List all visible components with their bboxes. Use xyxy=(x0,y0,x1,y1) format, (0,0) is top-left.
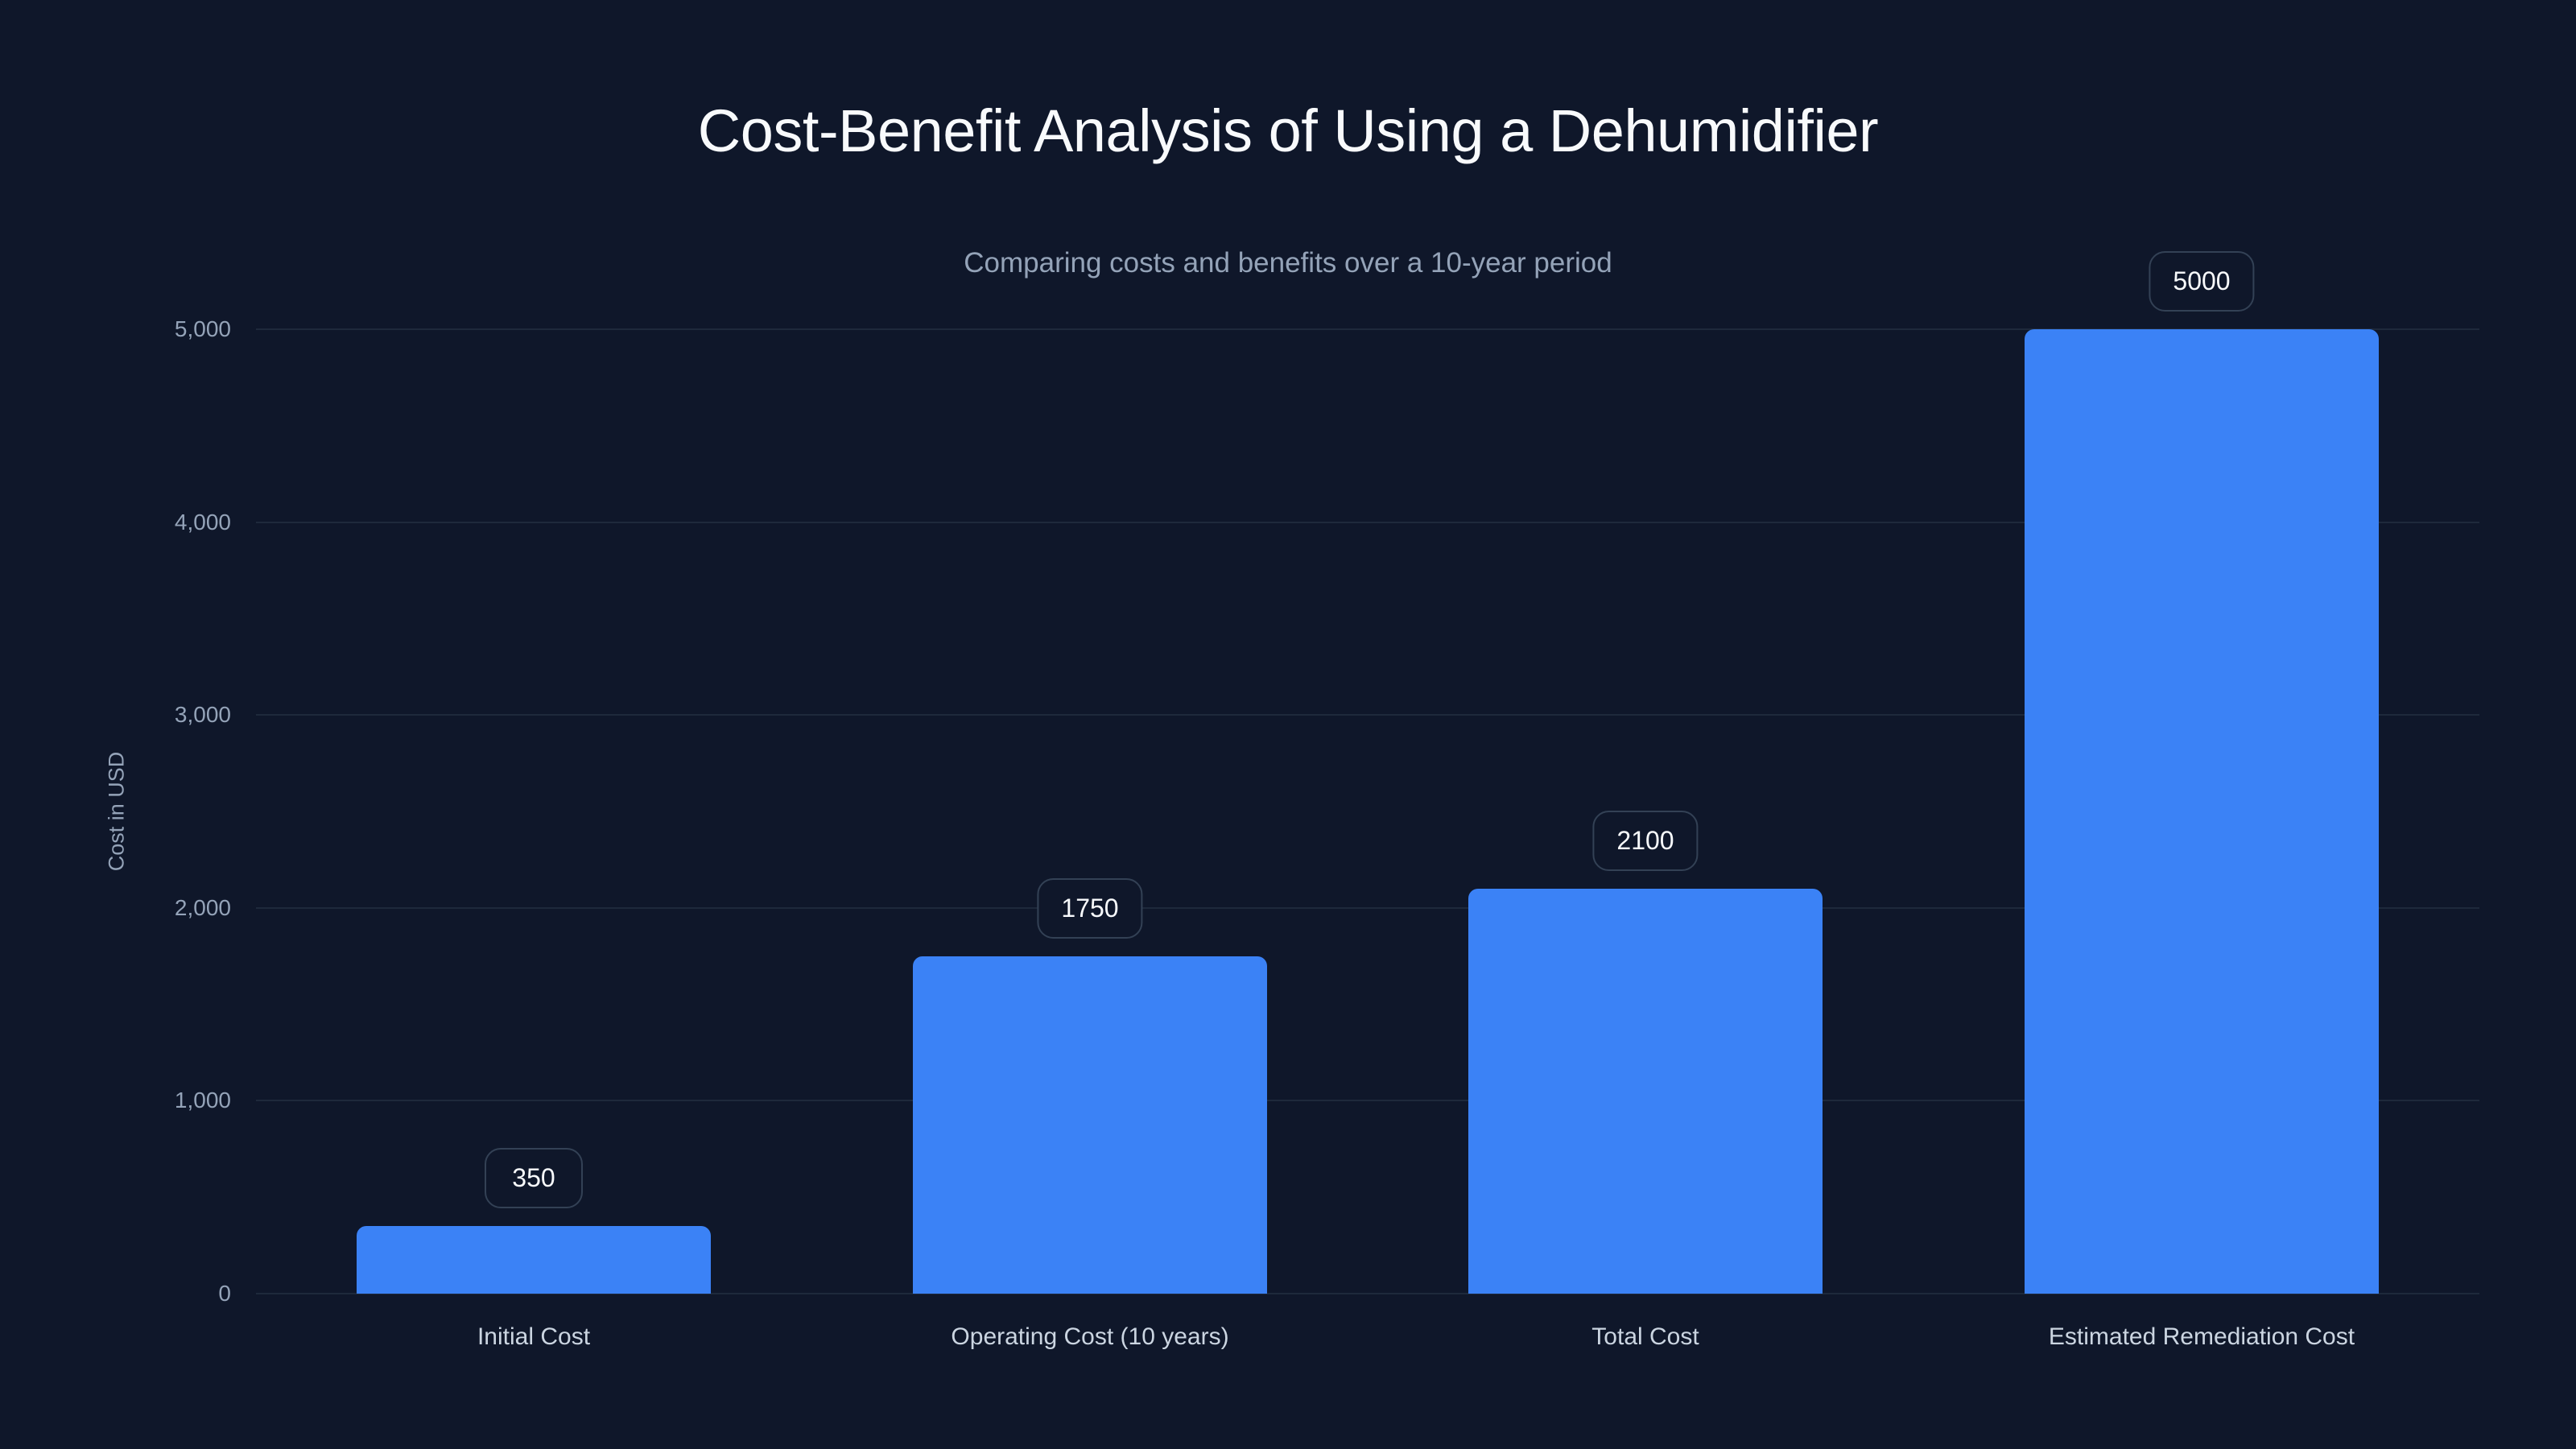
x-axis-label: Initial Cost xyxy=(477,1323,591,1350)
gridline-1000 xyxy=(256,1100,2479,1102)
y-tick-label: 0 xyxy=(218,1281,231,1306)
gridline-4000 xyxy=(256,521,2479,523)
plot-area: 5,000 4,000 3,000 2,000 1,000 0 350 1750… xyxy=(175,251,2479,1306)
data-label: 1750 xyxy=(1037,878,1143,939)
x-axis-label: Operating Cost (10 years) xyxy=(951,1323,1229,1350)
data-label: 2100 xyxy=(1592,811,1699,871)
y-tick-label: 4,000 xyxy=(174,509,231,535)
y-tick-label: 5,000 xyxy=(174,316,231,341)
bar-remediation-cost[interactable] xyxy=(2025,329,2379,1294)
bar-total-cost[interactable] xyxy=(1468,888,1823,1294)
data-label: 350 xyxy=(485,1148,583,1208)
gridline-3000 xyxy=(256,714,2479,716)
gridline-2000 xyxy=(256,906,2479,909)
x-axis-label: Estimated Remediation Cost xyxy=(2048,1323,2355,1350)
gridline-5000 xyxy=(256,328,2479,330)
x-axis-label: Total Cost xyxy=(1591,1323,1699,1350)
data-label: 5000 xyxy=(2149,251,2255,312)
y-axis-title: Cost in USD xyxy=(104,751,129,872)
y-tick-label: 1,000 xyxy=(174,1088,231,1113)
baseline-0 xyxy=(256,1293,2479,1294)
chart-title: Cost-Benefit Analysis of Using a Dehumid… xyxy=(697,97,1879,164)
y-tick-label: 3,000 xyxy=(174,702,231,728)
bar-operating-cost[interactable] xyxy=(913,956,1267,1294)
chart-subtitle: Comparing costs and benefits over a 10-y… xyxy=(964,247,1612,279)
bar-initial-cost[interactable] xyxy=(357,1226,711,1294)
y-tick-label: 2,000 xyxy=(174,894,231,920)
